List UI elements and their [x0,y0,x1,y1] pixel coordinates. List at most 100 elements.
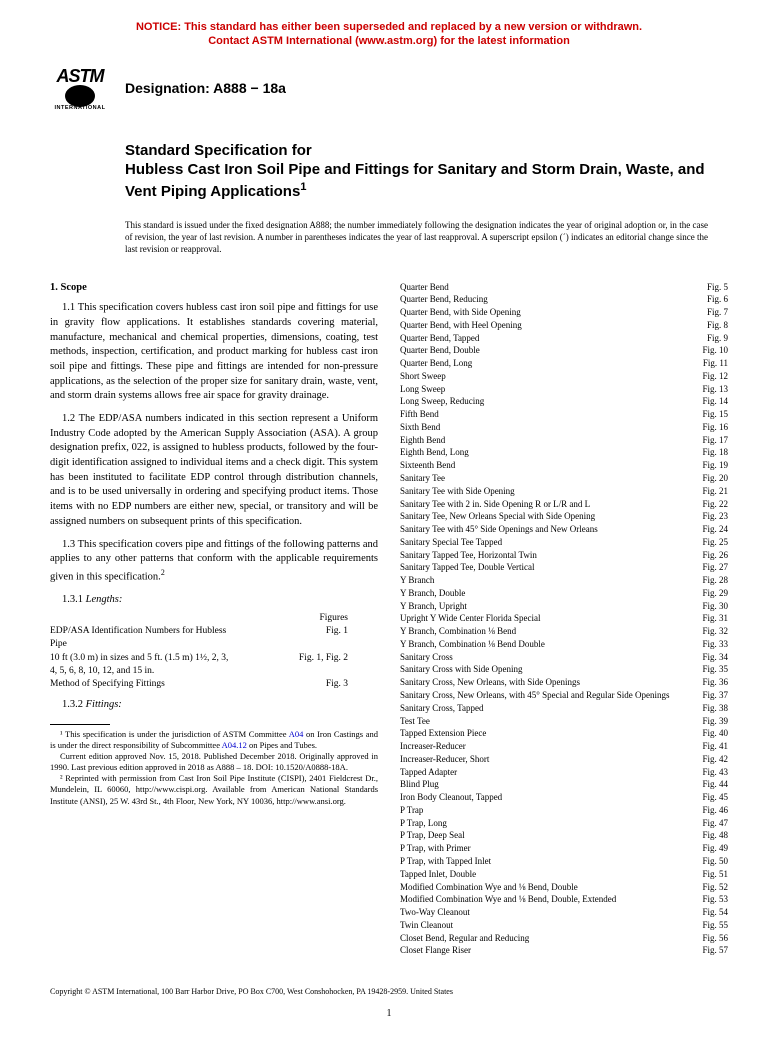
fitting-fig: Fig. 55 [702,919,728,932]
fitting-fig: Fig. 18 [702,446,728,459]
fitting-label: Sixth Bend [400,421,702,434]
fitting-label: Closet Flange Riser [400,944,702,957]
fitting-label: Y Branch, Upright [400,600,702,613]
fitting-fig: Fig. 24 [702,523,728,536]
scope-head: 1. Scope [50,281,378,296]
fitting-fig: Fig. 49 [702,842,728,855]
fitting-row: Sanitary Cross, New Orleans, with Side O… [400,676,728,689]
fitting-row: P Trap, with Tapped InletFig. 50 [400,855,728,868]
title-main: Hubless Cast Iron Soil Pipe and Fittings… [125,160,728,201]
fitting-row: P TrapFig. 46 [400,804,728,817]
fitting-label: Twin Cleanout [400,919,702,932]
fitting-fig: Fig. 9 [707,332,728,345]
fitting-row: Short SweepFig. 12 [400,370,728,383]
fitting-fig: Fig. 20 [702,472,728,485]
fitting-fig: Fig. 17 [702,434,728,447]
fitting-label: Sanitary Tee with Side Opening [400,485,702,498]
fitting-label: Sanitary Tee with 2 in. Side Opening R o… [400,498,702,511]
fitting-row: Sanitary TeeFig. 20 [400,472,728,485]
fitting-row: Sanitary Special Tee TappedFig. 25 [400,536,728,549]
fitting-fig: Fig. 45 [702,791,728,804]
fitting-label: Sanitary Tapped Tee, Double Vertical [400,561,702,574]
fitting-row: Long SweepFig. 13 [400,383,728,396]
fitting-fig: Fig. 11 [703,357,728,370]
fitting-fig: Fig. 32 [702,625,728,638]
fitting-label: Sanitary Cross with Side Opening [400,663,702,676]
astm-logo: ASTM INTERNATIONAL [50,61,110,116]
footnote-1: ¹ This specification is under the jurisd… [50,729,378,751]
fitting-label: Sanitary Tee [400,472,702,485]
fitting-label: Y Branch, Combination ⅛ Bend Double [400,638,702,651]
fitting-fig: Fig. 38 [702,702,728,715]
page-number: 1 [50,1008,728,1019]
logo-text-bottom: INTERNATIONAL [54,105,105,111]
fitting-fig: Fig. 23 [702,510,728,523]
fitting-row: Eighth BendFig. 17 [400,434,728,447]
left-column: 1. Scope 1.1 This specification covers h… [50,281,378,958]
fitting-label: Quarter Bend [400,281,707,294]
fitting-fig: Fig. 46 [702,804,728,817]
fitting-row: Sixteenth BendFig. 19 [400,459,728,472]
link-a0412[interactable]: A04.12 [222,740,247,750]
table-row: Method of Specifying Fittings Fig. 3 [50,678,378,691]
fitting-fig: Fig. 40 [702,727,728,740]
fitting-row: Sanitary Tapped Tee, Horizontal TwinFig.… [400,549,728,562]
fitting-row: Closet Bend, Regular and ReducingFig. 56 [400,932,728,945]
fitting-fig: Fig. 5 [707,281,728,294]
fitting-row: Modified Combination Wye and ⅛ Bend, Dou… [400,881,728,894]
columns: 1. Scope 1.1 This specification covers h… [50,281,728,958]
title-main-text: Hubless Cast Iron Soil Pipe and Fittings… [125,161,705,200]
fitting-fig: Fig. 8 [707,319,728,332]
fitting-row: Increaser-ReducerFig. 41 [400,740,728,753]
footnote-1b: Current edition approved Nov. 15, 2018. … [50,751,378,773]
table-row: 10 ft (3.0 m) in sizes and 5 ft. (1.5 m)… [50,652,378,679]
fitting-label: Long Sweep, Reducing [400,395,702,408]
footnote-rule [50,724,110,725]
fitting-label: Fifth Bend [400,408,702,421]
fitting-row: Sanitary Cross with Side OpeningFig. 35 [400,663,728,676]
fitting-row: Quarter BendFig. 5 [400,281,728,294]
fitting-fig: Fig. 43 [702,766,728,779]
fitting-fig: Fig. 36 [702,676,728,689]
fitting-fig: Fig. 37 [702,689,728,702]
fitting-label: Test Tee [400,715,702,728]
fitting-label: Sanitary Cross, New Orleans, with Side O… [400,676,702,689]
fitting-label: Modified Combination Wye and ⅛ Bend, Dou… [400,881,702,894]
globe-icon [65,85,95,107]
fitting-label: P Trap, Long [400,817,702,830]
fitting-row: Two-Way CleanoutFig. 54 [400,906,728,919]
fitting-fig: Fig. 34 [702,651,728,664]
fitting-label: Closet Bend, Regular and Reducing [400,932,702,945]
para-1-2: 1.2 The EDP/ASA numbers indicated in thi… [50,412,378,530]
fitting-row: Quarter Bend, ReducingFig. 6 [400,293,728,306]
fitting-label: Blind Plug [400,778,702,791]
fitting-label: P Trap, with Primer [400,842,702,855]
length-fig: Fig. 1 [326,625,348,652]
fitting-row: Sanitary Cross, New Orleans, with 45° Sp… [400,689,728,702]
fitting-label: Tapped Extension Piece [400,727,702,740]
fitting-row: Long Sweep, ReducingFig. 14 [400,395,728,408]
fitting-label: Short Sweep [400,370,702,383]
right-column: Quarter BendFig. 5Quarter Bend, Reducing… [400,281,728,958]
fitting-fig: Fig. 35 [702,663,728,676]
link-a04[interactable]: A04 [289,729,304,739]
fitting-fig: Fig. 19 [702,459,728,472]
lengths-header: Figures [50,612,378,625]
table-row: EDP/ASA Identification Numbers for Huble… [50,625,378,652]
header-row: ASTM INTERNATIONAL Designation: A888 − 1… [50,61,728,116]
fitting-row: Modified Combination Wye and ⅛ Bend, Dou… [400,893,728,906]
fitting-label: Sanitary Tee with 45° Side Openings and … [400,523,702,536]
fitting-row: Closet Flange RiserFig. 57 [400,944,728,957]
fitting-label: Eighth Bend [400,434,702,447]
logo-text-top: ASTM [57,66,104,87]
fitting-label: Y Branch [400,574,702,587]
para-1-3-sup: 2 [161,568,165,577]
fitting-label: P Trap, with Tapped Inlet [400,855,702,868]
fitting-row: Test TeeFig. 39 [400,715,728,728]
fitting-fig: Fig. 57 [702,944,728,957]
fitting-fig: Fig. 30 [702,600,728,613]
title-block: Standard Specification for Hubless Cast … [125,141,728,202]
fitting-row: Y Branch, Combination ⅛ BendFig. 32 [400,625,728,638]
para-1-3-text: 1.3 This specification covers pipe and f… [50,539,378,583]
length-fig: Fig. 3 [326,678,348,691]
